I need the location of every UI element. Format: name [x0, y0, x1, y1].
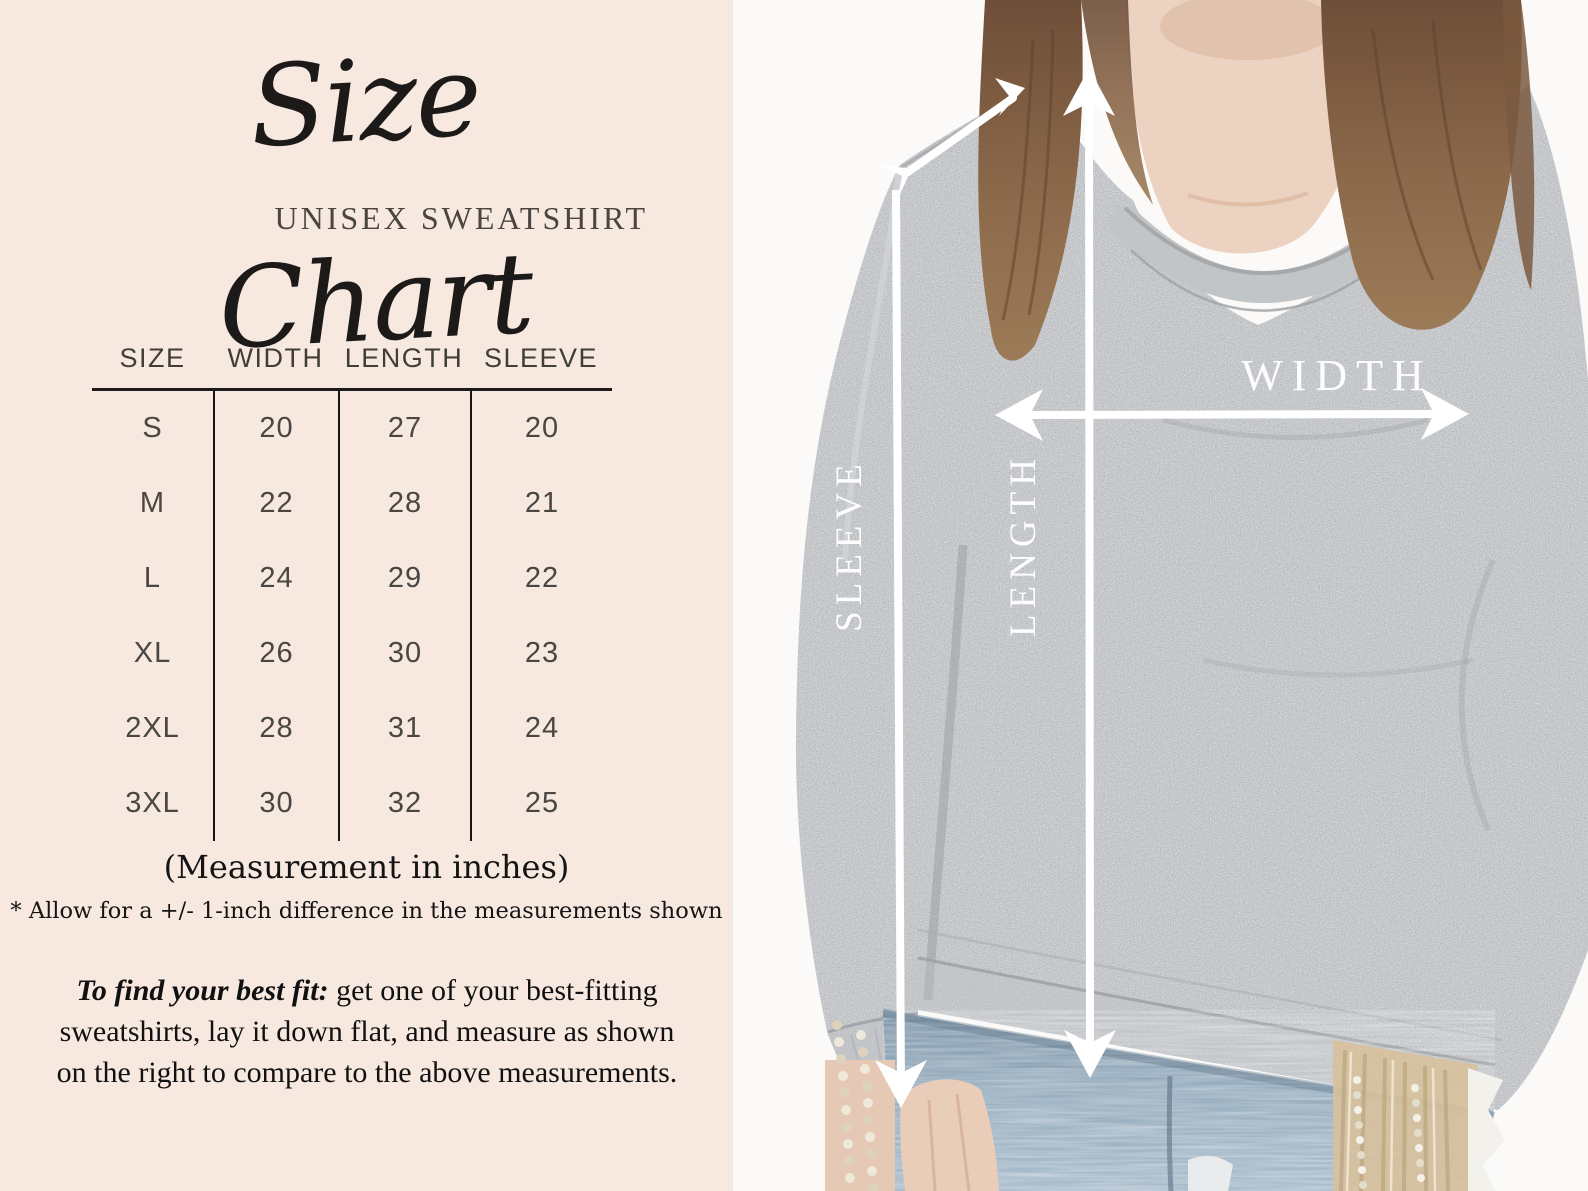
shoulder-arrow-icon [879, 78, 1025, 199]
col-header-width: WIDTH [227, 342, 324, 373]
table-cell: 28 [213, 691, 338, 766]
table-header-rule [92, 388, 612, 391]
table-cell: 25 [470, 766, 612, 841]
table-cell: 30 [338, 616, 470, 691]
model-hand [900, 1079, 999, 1191]
width-label: WIDTH [1241, 351, 1433, 400]
table-cell: 20 [470, 391, 612, 466]
table-cell: 24 [213, 541, 338, 616]
table-cell: 2XL [125, 712, 180, 744]
table-cell: XL [133, 637, 172, 669]
sleeve-label: SLEEVE [829, 458, 870, 632]
col-header-size: SIZE [119, 342, 186, 373]
table-cell: 23 [470, 616, 612, 691]
measurement-arrows [875, 68, 1469, 1108]
table-cell: 24 [470, 691, 612, 766]
size-table: SIZE WIDTH LENGTH SLEEVE S 20 27 20 M 22… [92, 328, 612, 841]
bead-chain [825, 1020, 895, 1191]
page-subtitle: UNISEX SWEATSHIRT [274, 200, 648, 236]
col-header-length: LENGTH [344, 342, 464, 373]
model-neck [1126, 0, 1375, 254]
table-cell: L [143, 562, 162, 594]
length-label: LENGTH [1003, 453, 1044, 637]
size-chart-panel: Size Chart UNISEX SWEATSHIRT SIZE WIDTH … [0, 0, 733, 1191]
table-cell: 26 [213, 616, 338, 691]
length-arrow-icon [1063, 68, 1116, 1078]
page-title: Size Chart [215, 31, 536, 375]
size-table-body: S 20 27 20 M 22 28 21 L 24 29 22 XL 26 3… [92, 391, 612, 841]
model-photo: WIDTH LENGTH SLEEVE [733, 0, 1588, 1191]
col-header-sleeve: SLEEVE [483, 342, 599, 373]
size-table-header: SIZE WIDTH LENGTH SLEEVE [92, 328, 612, 388]
table-cell: S [142, 412, 163, 444]
measurement-diagram: WIDTH LENGTH SLEEVE [733, 0, 1588, 1191]
table-cell: 20 [213, 391, 338, 466]
denim-shorts [882, 1008, 1505, 1191]
table-cell: M [139, 487, 166, 519]
tolerance-note: * Allow for a +/- 1-inch difference in t… [10, 898, 723, 924]
sleeve-arrow-icon [875, 189, 927, 1108]
table-cell: 21 [470, 466, 612, 541]
width-arrow-icon [995, 388, 1469, 441]
table-cell: 22 [470, 541, 612, 616]
table-cell: 30 [213, 766, 338, 841]
fit-instructions-lead: To find your best fit: [76, 974, 329, 1007]
table-cell: 32 [338, 766, 470, 841]
model-hair [978, 0, 1535, 361]
table-cell: 29 [338, 541, 470, 616]
table-cell: 3XL [125, 787, 180, 819]
table-cell: 22 [213, 466, 338, 541]
table-cell: 28 [338, 466, 470, 541]
fit-instructions: To find your best fit: get one of your b… [56, 970, 678, 1093]
table-cell: 31 [338, 691, 470, 766]
table-cell: 27 [338, 391, 470, 466]
fit-instructions-text: get one of your best-fitting sweatshirts… [56, 974, 678, 1089]
unit-note: (Measurement in inches) [163, 848, 570, 886]
